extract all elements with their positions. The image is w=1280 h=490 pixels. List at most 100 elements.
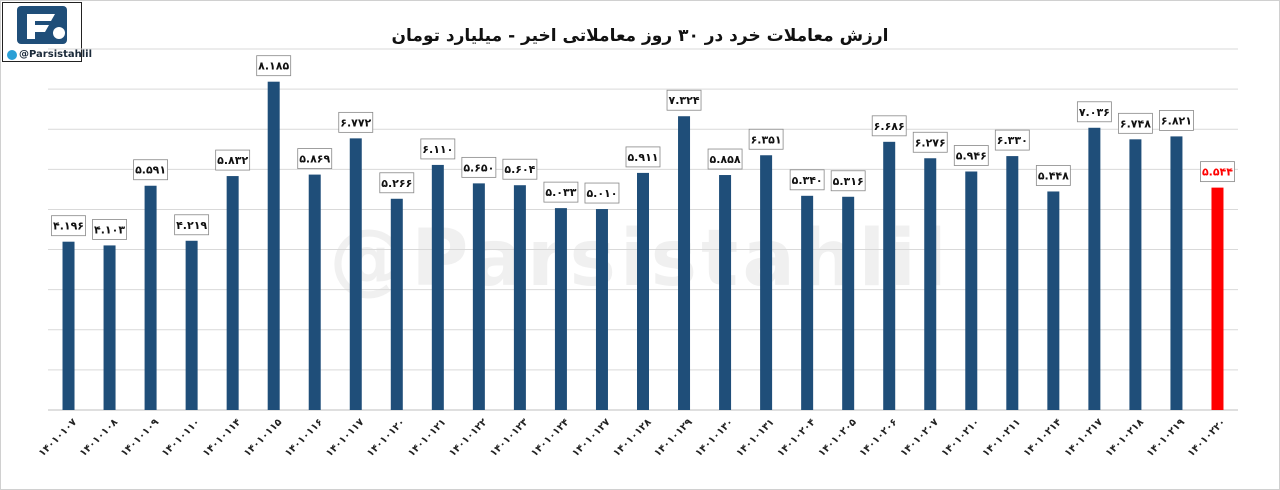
- data-label: ۵.۶۰۴: [504, 163, 535, 176]
- data-label-box: [502, 158, 538, 180]
- data-label: ۸.۱۸۵: [258, 60, 289, 73]
- bar: [308, 174, 321, 410]
- data-label: ۶.۳۵۱: [751, 133, 782, 146]
- data-label-box: [461, 156, 497, 178]
- bar: [965, 171, 978, 410]
- x-tick-label: ۱۴۰۱۰۱۰۸: [78, 417, 120, 459]
- x-tick-label: ۱۴۰۱۰۲۱۱: [981, 417, 1023, 459]
- data-label: ۷.۳۲۴: [669, 94, 700, 107]
- bar: [637, 172, 649, 410]
- data-label-box: [748, 128, 784, 150]
- x-tick-label: ۱۴۰۱۰۱۱۴: [201, 417, 243, 459]
- x-tick-label: ۱۴۰۱۰۱۲۴: [529, 417, 571, 459]
- x-tick-label: ۱۴۰۱۰۲۱۸: [1104, 417, 1146, 459]
- data-label-box: [871, 115, 907, 137]
- x-tick-label: ۱۴۰۱۰۱۳۱: [734, 417, 776, 459]
- bar: [678, 116, 691, 410]
- data-label-box: [1035, 165, 1071, 186]
- bar: [760, 155, 773, 410]
- x-tick-label: ۱۴۰۱۰۱۲۲: [447, 417, 489, 459]
- x-tick-label: ۱۴۰۱۰۱۲۱: [406, 417, 448, 459]
- x-tick-label: ۱۴۰۱۰۱۱۰: [160, 417, 202, 459]
- x-tick-label: ۱۴۰۱۰۱۱۵: [242, 417, 284, 459]
- x-tick-label: ۱۴۰۱۰۲۱۹: [1145, 417, 1187, 459]
- data-label-box: [543, 181, 579, 203]
- data-label: ۵.۵۴۴: [1202, 166, 1233, 179]
- data-label: ۶.۱۱۰: [422, 143, 453, 156]
- handle-label: @Parsistahlil: [19, 49, 93, 60]
- data-label-box: [912, 131, 948, 153]
- bar: [1129, 139, 1142, 411]
- x-tick-label: ۱۴۰۱۰۱۳۰: [693, 417, 735, 459]
- data-label: ۵.۳۱۶: [833, 175, 864, 188]
- bar: [1211, 187, 1224, 410]
- data-label: ۵.۰۱۰: [586, 187, 617, 200]
- x-tick-label: ۱۴۰۱۰۱۰۹: [119, 417, 161, 459]
- x-tick-label: ۱۴۰۱۰۱۲۸: [611, 417, 653, 459]
- chart-title: ارزش معاملات خرد در ۳۰ روز معاملاتی اخیر…: [391, 26, 889, 46]
- data-label: ۵.۳۴۰: [792, 174, 823, 187]
- bar: [801, 195, 814, 410]
- bar: [103, 245, 116, 410]
- data-label: ۵.۶۵۰: [463, 161, 494, 174]
- bar: [62, 241, 75, 410]
- data-label-box: [379, 172, 415, 194]
- telegram-icon: [7, 49, 17, 60]
- data-label: ۶.۸۲۱: [1161, 114, 1192, 127]
- x-tick-label: ۱۴۰۱۰۲۲۰: [1186, 417, 1228, 459]
- telegram-handle[interactable]: @Parsistahlil: [7, 49, 92, 60]
- data-label-box: [789, 169, 825, 191]
- x-tick-label: ۱۴۰۱۰۱۰۷: [37, 417, 79, 459]
- data-label: ۵.۰۳۳: [545, 186, 576, 199]
- data-label: ۶.۶۸۶: [874, 120, 905, 133]
- data-label: ۵.۲۶۶: [381, 177, 412, 190]
- bar: [1047, 191, 1060, 410]
- x-tick-label: ۱۴۰۱۰۲۰۶: [858, 417, 900, 459]
- data-label: ۴.۱۰۳: [94, 223, 125, 236]
- data-label-box: [584, 182, 620, 204]
- bar: [185, 240, 198, 410]
- bar: [390, 198, 403, 410]
- data-label: ۷.۰۳۶: [1079, 106, 1110, 119]
- data-label: ۵.۴۴۸: [1038, 169, 1069, 182]
- bar: [842, 196, 855, 410]
- data-label: ۵.۹۴۶: [956, 149, 987, 162]
- x-tick-label: ۱۴۰۱۰۱۲۹: [652, 417, 694, 459]
- data-label: ۶.۷۷۲: [340, 116, 371, 129]
- data-label-box: [1159, 110, 1194, 131]
- bar: [595, 209, 608, 410]
- data-label: ۶.۲۷۶: [915, 136, 946, 149]
- x-tick-label: ۱۴۰۱۰۲۱۰: [940, 417, 982, 459]
- data-label-box: [256, 55, 292, 77]
- x-tick-label: ۱۴۰۱۰۲۰۵: [817, 417, 859, 459]
- data-label: ۵.۹۱۱: [627, 151, 658, 164]
- bar: [924, 158, 937, 410]
- logo-mark-icon: [17, 6, 67, 44]
- data-label: ۵.۸۵۸: [710, 153, 741, 166]
- x-tick-label: ۱۴۰۱۰۲۰۴: [775, 417, 817, 459]
- x-tick-label: ۱۴۰۱۰۲۰۷: [899, 417, 941, 459]
- data-label: ۵.۸۳۲: [217, 154, 248, 167]
- data-label: ۴.۲۱۹: [176, 219, 207, 232]
- x-tick-label: ۱۴۰۱۰۲۱۷: [1063, 417, 1105, 459]
- bar: [267, 81, 280, 410]
- data-label: ۵.۸۶۹: [299, 153, 330, 166]
- data-label-box: [666, 89, 702, 111]
- bar: [226, 176, 239, 410]
- bar: [472, 183, 485, 410]
- x-tick-label: ۱۴۰۱۰۱۲۳: [488, 417, 530, 459]
- bar: [1006, 156, 1019, 410]
- bar: [1170, 136, 1183, 411]
- data-label-box: [707, 148, 743, 170]
- data-label-box: [174, 214, 210, 236]
- x-tick-label: ۱۴۰۱۰۲۱۴: [1022, 417, 1064, 459]
- data-label-box: [297, 148, 333, 169]
- bar: [883, 141, 896, 410]
- data-label: ۴.۱۹۶: [53, 220, 84, 233]
- data-label-box: [1200, 161, 1235, 183]
- bar: [554, 208, 567, 410]
- data-label-box: [1118, 112, 1153, 134]
- data-label-box: [420, 138, 456, 160]
- bar: [513, 185, 526, 410]
